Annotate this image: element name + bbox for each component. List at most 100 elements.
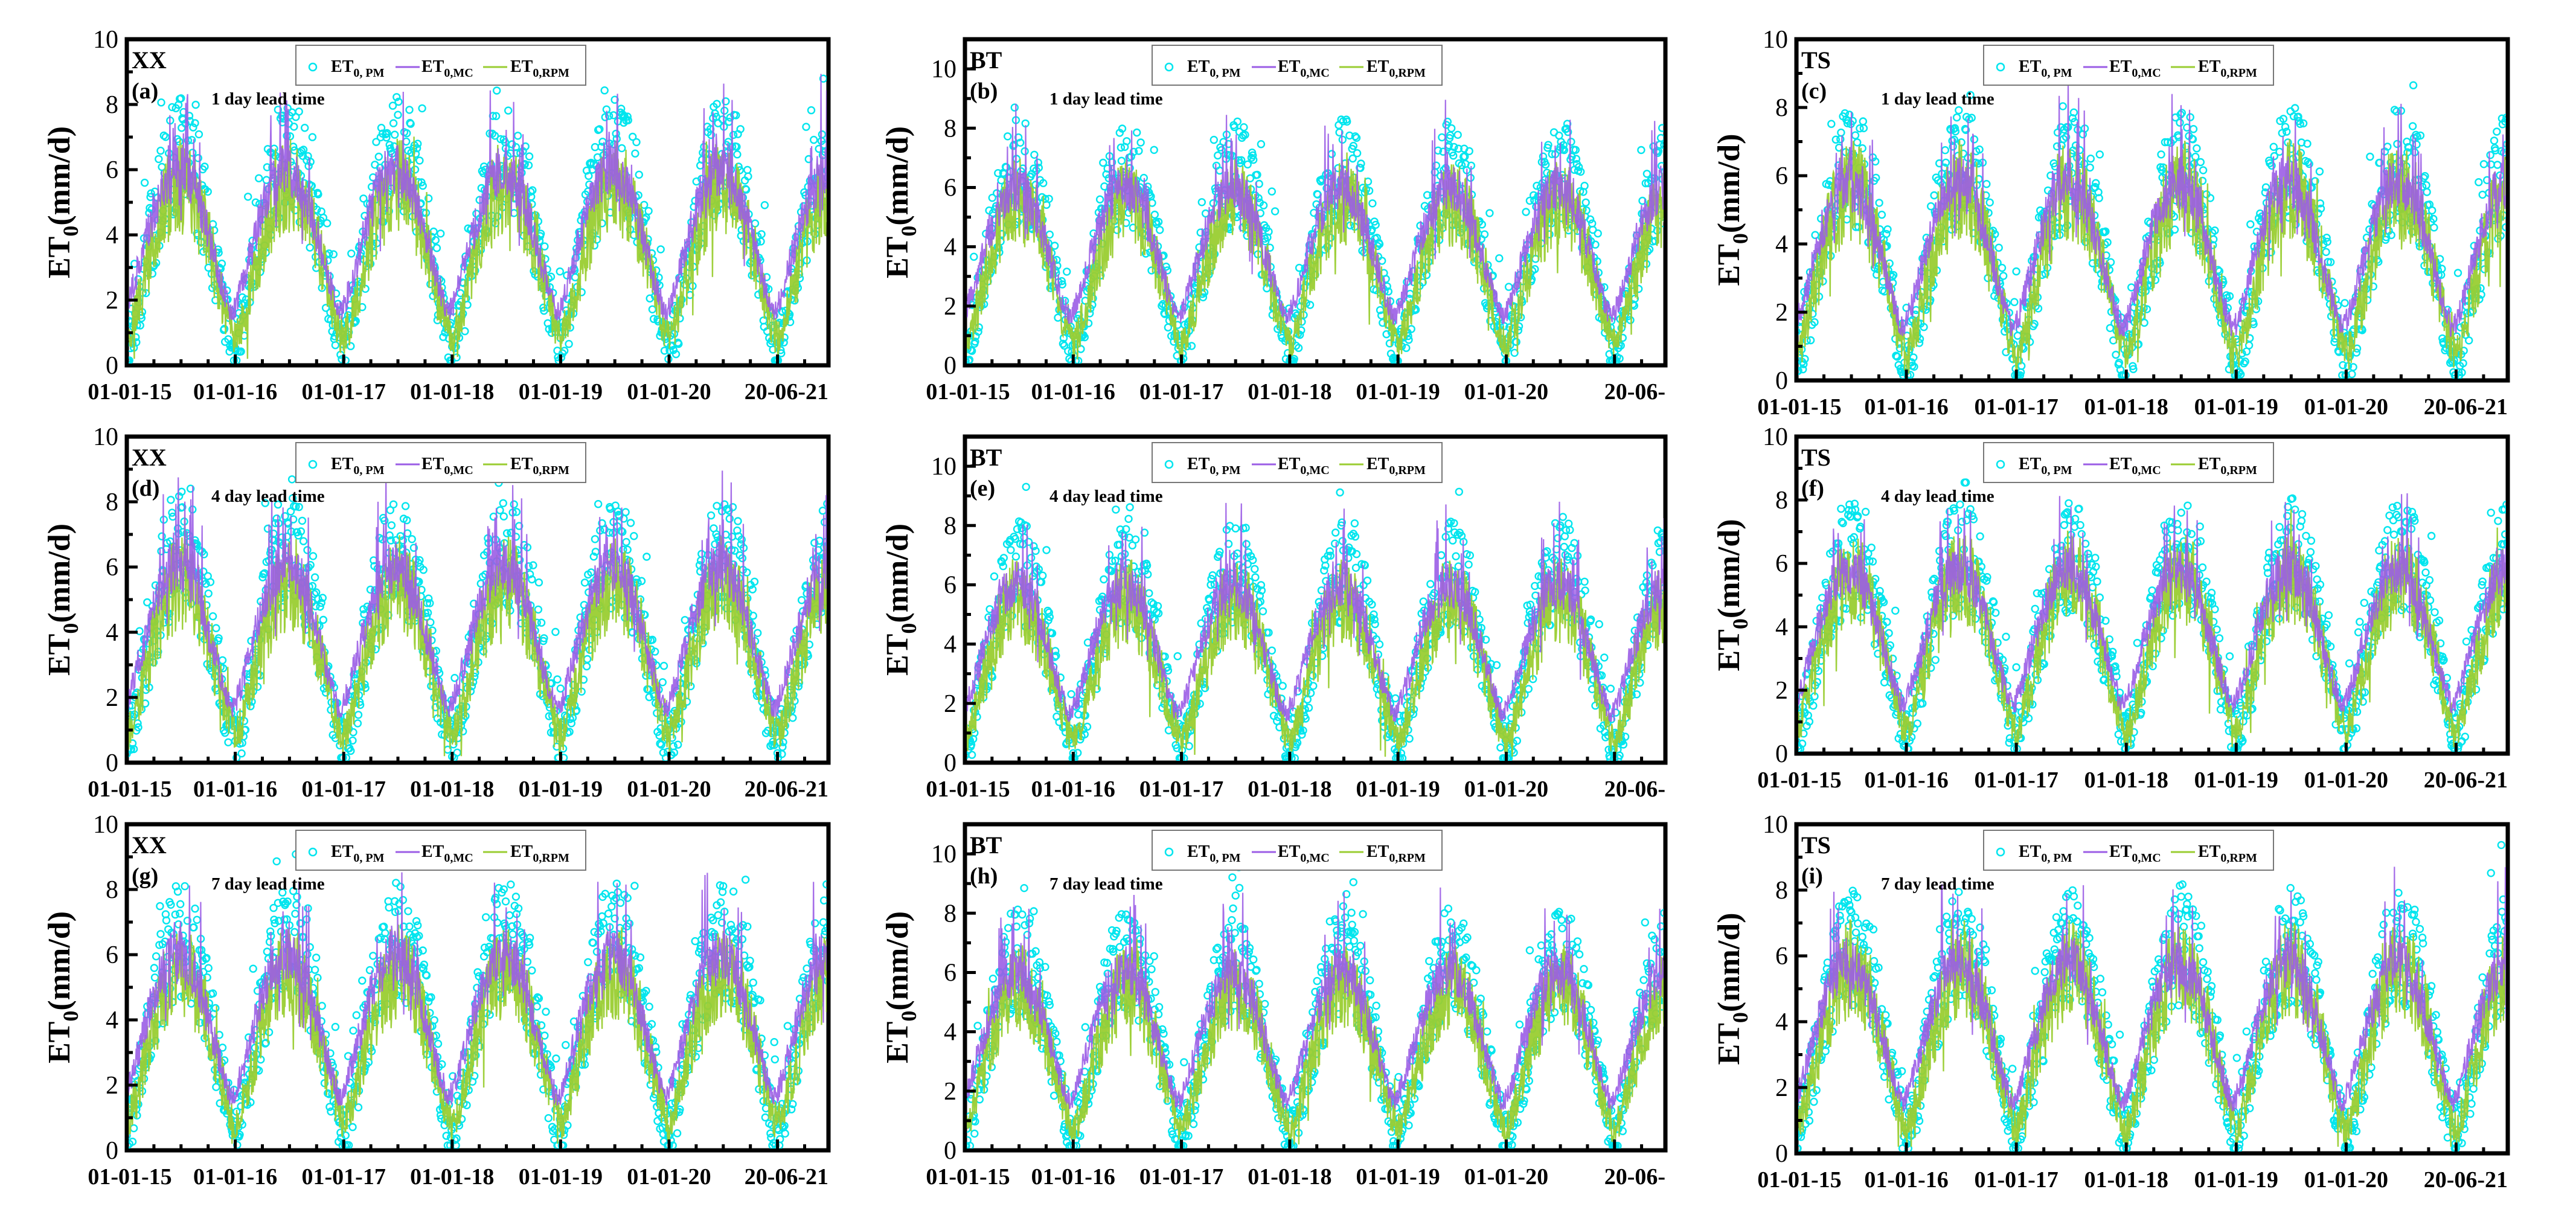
y-tick-label: 0: [106, 352, 118, 380]
y-tick-label: 4: [1775, 231, 1788, 258]
y-axis-label: ET0(mm/d): [880, 126, 921, 278]
legend-rpm-main: ET: [510, 57, 533, 76]
lead-time-label: 1 day lead time: [211, 89, 325, 109]
y-label-sub: 0: [897, 226, 921, 237]
y-tick-label: 2: [106, 287, 118, 315]
legend-pm-main: ET: [331, 57, 354, 76]
legend-rpm-main: ET: [1366, 57, 1389, 76]
x-tick-label: 01-01-16: [1031, 379, 1115, 405]
x-tick-label: 20-06-21: [2424, 394, 2508, 420]
y-tick-label: 0: [1775, 367, 1788, 395]
legend-pm-sub: 0, PM: [353, 66, 384, 80]
y-label-main: ET: [42, 237, 77, 278]
legend-mc-main: ET: [2109, 57, 2132, 76]
x-tick-label: 01-01-17: [302, 777, 386, 802]
y-label-unit: (mm/d): [1712, 133, 1746, 233]
y-tick-label: 2: [944, 293, 956, 321]
y-tick-label: 8: [106, 489, 118, 516]
x-tick-label: 01-01-18: [1248, 379, 1331, 405]
y-tick-label: 10: [93, 423, 118, 451]
legend-mc-sub: 0,MC: [444, 66, 473, 80]
x-tick-label: 01-01-16: [193, 777, 277, 802]
legend-pm-main: ET: [2019, 57, 2042, 76]
x-tick-label: 01-01-20: [627, 379, 711, 405]
x-tick-label: 20-06-21: [745, 379, 828, 405]
panel-label: (a): [132, 79, 158, 104]
y-label-sub: 0: [59, 623, 83, 634]
y-tick-label: 0: [944, 352, 956, 380]
lead-time-label: 1 day lead time: [1049, 89, 1163, 109]
x-tick-label: 01-01-20: [627, 777, 711, 802]
y-tick-label: 4: [944, 234, 956, 261]
x-tick-label: 01-01-19: [519, 379, 603, 405]
y-label-main: ET: [880, 237, 915, 278]
x-tick-label: 01-01-18: [2084, 394, 2168, 420]
x-tick-label: 20-06-21: [745, 777, 828, 802]
legend-mc-sub: 0,MC: [2132, 66, 2161, 80]
legend-rpm-main: ET: [510, 455, 533, 473]
x-tick-label: 01-01-20: [2304, 394, 2388, 420]
station-label: XX: [132, 444, 167, 471]
legend-pm-sub: 0, PM: [353, 464, 384, 477]
y-tick-label: 6: [944, 174, 956, 202]
y-tick-label: 8: [944, 115, 956, 143]
legend-mc-sub: 0,MC: [1300, 66, 1329, 80]
panel-label: (d): [132, 476, 159, 501]
y-label-unit: (mm/d): [880, 126, 915, 226]
legend-rpm-sub: 0,RPM: [2220, 66, 2257, 80]
y-tick-label: 10: [93, 26, 118, 54]
y-tick-label: 2: [106, 684, 118, 712]
y-label-unit: (mm/d): [42, 126, 77, 226]
lead-time-label: 1 day lead time: [1881, 89, 1994, 109]
y-axis-label: ET0(mm/d): [42, 524, 83, 676]
y-label-sub: 0: [59, 226, 83, 237]
legend-pm-sub: 0, PM: [2041, 66, 2072, 80]
y-axis-label: ET0(mm/d): [1712, 133, 1752, 286]
lead-time-label: 4 day lead time: [211, 487, 325, 506]
station-label: TS: [1801, 46, 1831, 74]
y-label-unit: (mm/d): [42, 524, 77, 623]
legend-mc-main: ET: [421, 455, 444, 473]
legend-rpm-sub: 0,RPM: [533, 464, 569, 477]
y-tick-label: 0: [106, 749, 118, 777]
x-tick-label: 01-01-19: [1356, 379, 1440, 405]
x-tick-label: 01-01-15: [88, 379, 171, 405]
y-tick-label: 8: [106, 91, 118, 119]
y-tick-label: 2: [1775, 299, 1788, 327]
y-label-sub: 0: [1728, 233, 1752, 244]
x-tick-label: 01-01-15: [88, 777, 171, 802]
y-axis-label: ET0(mm/d): [42, 126, 83, 278]
x-tick-label: 01-01-17: [1139, 379, 1223, 405]
legend-pm-main: ET: [331, 455, 354, 473]
legend-mc-sub: 0,MC: [444, 464, 473, 477]
y-label-main: ET: [1712, 244, 1746, 286]
legend-pm-main: ET: [1187, 57, 1210, 76]
x-tick-label: 01-01-17: [1974, 394, 2058, 420]
x-tick-label: 01-01-18: [410, 379, 494, 405]
x-tick-label: 01-01-15: [926, 379, 1010, 405]
legend-rpm-main: ET: [2198, 57, 2221, 76]
legend-rpm-sub: 0,RPM: [533, 66, 569, 80]
legend-pm-sub: 0, PM: [1210, 66, 1240, 80]
station-label: BT: [970, 46, 1002, 74]
x-tick-label: 01-01-19: [2194, 394, 2278, 420]
x-tick-label: 20-06-: [1604, 379, 1665, 405]
y-tick-label: 6: [106, 554, 118, 582]
panel-label: (b): [970, 79, 998, 104]
y-tick-label: 8: [1775, 94, 1788, 122]
y-tick-label: 6: [1775, 162, 1788, 190]
y-tick-label: 4: [106, 222, 118, 249]
y-label-main: ET: [42, 634, 77, 676]
x-tick-label: 01-01-19: [519, 777, 603, 802]
